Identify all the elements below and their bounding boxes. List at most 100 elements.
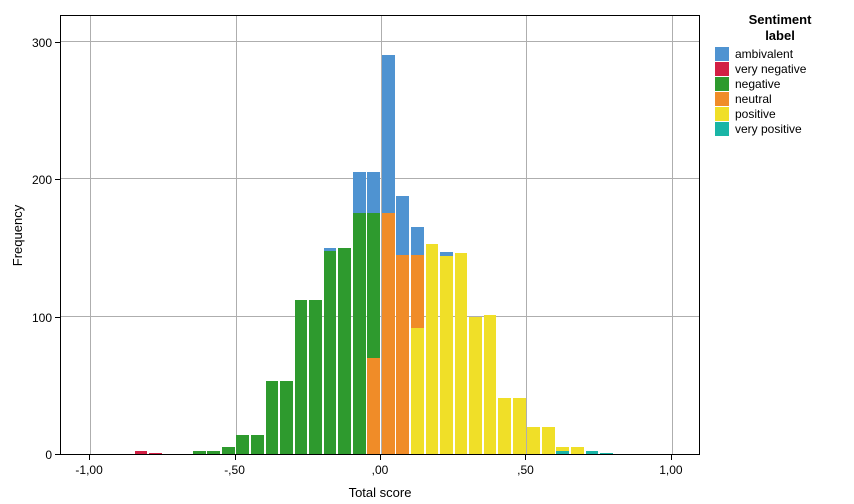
bar-stack — [266, 381, 279, 454]
legend-label: very negative — [735, 62, 806, 76]
legend-item: ambivalent — [715, 47, 845, 61]
bar-segment — [193, 451, 206, 454]
legend-item: positive — [715, 107, 845, 121]
bar-stack — [396, 196, 409, 455]
bar-stack — [149, 453, 162, 454]
gridline-horizontal — [61, 41, 699, 42]
bar-segment — [367, 213, 380, 357]
bar-segment — [382, 55, 395, 213]
bar-stack — [251, 435, 264, 454]
bar-stack — [513, 398, 526, 454]
bar-segment — [586, 451, 599, 454]
x-tick-label: -,50 — [224, 463, 245, 477]
bar-segment — [222, 447, 235, 454]
y-tick-label: 0 — [45, 448, 52, 462]
bar-segment — [353, 213, 366, 454]
legend-swatch — [715, 107, 729, 121]
bar-segment — [469, 317, 482, 455]
x-tick-label: -1,00 — [75, 463, 102, 477]
bar-stack — [498, 398, 511, 454]
legend-label: very positive — [735, 122, 802, 136]
bar-segment — [207, 451, 220, 454]
bar-segment — [367, 172, 380, 213]
bar-segment — [527, 427, 540, 455]
bar-stack — [600, 453, 613, 454]
bar-stack — [542, 427, 555, 455]
bar-segment — [396, 196, 409, 255]
bar-segment — [367, 358, 380, 454]
bar-segment — [556, 451, 569, 454]
gridline-vertical — [236, 16, 237, 454]
legend-item: neutral — [715, 92, 845, 106]
bar-stack — [484, 315, 497, 454]
bar-stack — [280, 381, 293, 454]
bar-stack — [324, 248, 337, 454]
bar-stack — [586, 451, 599, 454]
bar-stack — [236, 435, 249, 454]
x-tick-mark — [235, 455, 236, 460]
legend-item: very negative — [715, 62, 845, 76]
x-axis-title: Total score — [60, 485, 700, 500]
x-tick-label: ,00 — [372, 463, 389, 477]
x-tick-mark — [380, 455, 381, 460]
bar-segment — [324, 251, 337, 455]
bar-stack — [193, 451, 206, 454]
bar-segment — [571, 447, 584, 454]
bar-stack — [295, 300, 308, 454]
legend-item: very positive — [715, 122, 845, 136]
bar-segment — [135, 451, 148, 454]
bar-stack — [309, 300, 322, 454]
bar-stack — [527, 427, 540, 455]
x-tick-label: 1,00 — [659, 463, 682, 477]
bar-stack — [367, 172, 380, 454]
bar-segment — [542, 427, 555, 455]
bar-stack — [338, 248, 351, 454]
legend-swatch — [715, 92, 729, 106]
bar-segment — [484, 315, 497, 454]
y-tick-label: 200 — [32, 173, 52, 187]
legend: Sentimentlabel ambivalentvery negativene… — [715, 12, 845, 137]
x-tick-mark — [89, 455, 90, 460]
bar-stack — [426, 244, 439, 454]
bar-segment — [236, 435, 249, 454]
bar-stack — [556, 447, 569, 454]
legend-swatch — [715, 122, 729, 136]
legend-title: Sentimentlabel — [715, 12, 845, 43]
y-axis: 0100200300 — [0, 15, 60, 455]
bar-segment — [149, 453, 162, 454]
bar-stack — [353, 172, 366, 454]
bar-segment — [426, 244, 439, 454]
x-tick-mark — [525, 455, 526, 460]
legend-label: neutral — [735, 92, 772, 106]
bar-segment — [600, 453, 613, 454]
bar-stack — [440, 252, 453, 454]
y-tick-label: 300 — [32, 36, 52, 50]
bar-stack — [222, 447, 235, 454]
bar-segment — [411, 328, 424, 455]
bar-stack — [135, 451, 148, 454]
bar-stack — [469, 317, 482, 455]
bar-stack — [455, 253, 468, 454]
bar-segment — [309, 300, 322, 454]
legend-label: positive — [735, 107, 776, 121]
bar-segment — [266, 381, 279, 454]
bar-segment — [411, 255, 424, 328]
gridline-vertical — [526, 16, 527, 454]
legend-label: negative — [735, 77, 780, 91]
legend-label: ambivalent — [735, 47, 793, 61]
legend-swatch — [715, 47, 729, 61]
bar-segment — [251, 435, 264, 454]
bar-stack — [571, 447, 584, 454]
bar-segment — [353, 172, 366, 213]
legend-swatch — [715, 62, 729, 76]
bar-segment — [513, 398, 526, 454]
bar-segment — [382, 213, 395, 454]
x-axis: -1,00 -,50 ,00 ,50 1,00 — [60, 455, 700, 485]
legend-swatch — [715, 77, 729, 91]
bar-segment — [411, 227, 424, 255]
x-tick-label: ,50 — [517, 463, 534, 477]
bar-segment — [295, 300, 308, 454]
histogram-chart: Frequency 0100200300 -1,00-,50,00,501,00… — [0, 0, 854, 504]
y-tick-label: 100 — [32, 311, 52, 325]
x-tick-mark — [671, 455, 672, 460]
